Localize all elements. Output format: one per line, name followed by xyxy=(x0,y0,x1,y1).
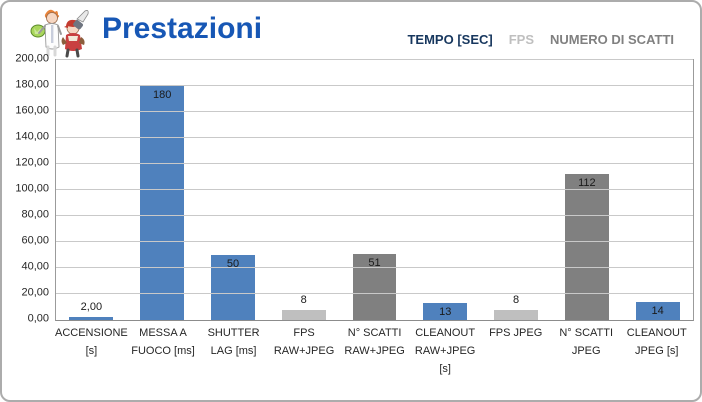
bar xyxy=(564,174,609,320)
gridline xyxy=(56,293,693,294)
gridline xyxy=(56,137,693,138)
y-axis-tick-label: 140,00 xyxy=(15,130,49,143)
legend-item: TEMPO [SEC] xyxy=(407,32,493,47)
bar-slot: 50 xyxy=(198,60,269,320)
y-axis-tick-label: 120,00 xyxy=(15,156,49,169)
y-axis-tick-label: 60,00 xyxy=(21,234,49,247)
bar-slot: 13 xyxy=(410,60,481,320)
y-axis-tick-label: 180,00 xyxy=(15,78,49,91)
bar-slot: 8 xyxy=(481,60,552,320)
bar-slot: 14 xyxy=(622,60,693,320)
gridline xyxy=(56,163,693,164)
gridline xyxy=(56,241,693,242)
gridline xyxy=(56,189,693,190)
gridline xyxy=(56,59,693,60)
gridline xyxy=(56,85,693,86)
y-axis-tick-label: 0,00 xyxy=(27,312,49,325)
bar-data-label: 51 xyxy=(368,256,381,269)
y-axis-tick-label: 20,00 xyxy=(21,286,49,299)
bar-data-label: 8 xyxy=(513,293,520,306)
bar-data-label: 180 xyxy=(152,89,172,101)
bar xyxy=(494,309,538,320)
bar-slot: 51 xyxy=(339,60,410,320)
bar-slots: 2,00 180 50 8 51 13 8 112 14 xyxy=(56,60,693,320)
y-axis-tick-label: 200,00 xyxy=(15,52,49,65)
x-axis-category-label: N° SCATTI RAW+JPEG xyxy=(344,327,405,357)
y-axis-tick-label: 40,00 xyxy=(21,260,49,273)
gridline xyxy=(56,267,693,268)
bar xyxy=(140,86,185,320)
plot-area: 2,00 180 50 8 51 13 8 112 14 xyxy=(55,59,694,321)
gridline xyxy=(56,215,693,216)
bar-slot: 112 xyxy=(551,60,622,320)
x-axis-category-label: MESSA A FUOCO [ms] xyxy=(131,327,195,357)
y-axis-tick-label: 100,00 xyxy=(15,182,49,195)
bar-data-label: 8 xyxy=(300,293,307,306)
bar-data-label: 2,00 xyxy=(80,301,103,314)
bar-data-label: 50 xyxy=(226,258,240,270)
bar xyxy=(352,253,397,320)
x-axis-category-label: FPS RAW+JPEG xyxy=(273,327,335,357)
gridline xyxy=(56,111,693,112)
mascot-logo-icon xyxy=(30,9,89,58)
bar-slot: 2,00 xyxy=(56,60,127,320)
legend-item: FPS xyxy=(508,32,535,47)
chart-title: Prestazioni xyxy=(102,12,263,45)
x-axis-category-label: ACCENSIONE [s] xyxy=(55,327,128,357)
bar-slot: 180 xyxy=(127,60,198,320)
bar xyxy=(211,255,255,320)
bar-data-label: 112 xyxy=(578,177,596,190)
x-axis-category-label: CLEANOUT RAW+JPEG [s] xyxy=(414,327,476,375)
chart-legend: TEMPO [SEC] FPS NUMERO DI SCATTI xyxy=(407,32,674,47)
bar xyxy=(635,301,680,320)
bar-slot: 8 xyxy=(268,60,339,320)
x-axis-category-label: N° SCATTI JPEG xyxy=(559,327,614,357)
x-axis: ACCENSIONE [s] MESSA A FUOCO [ms] SHUTTER LAG… xyxy=(55,324,692,378)
bar xyxy=(69,317,114,320)
y-axis: 0,00 20,00 40,00 60,00 80,00 100,00 120,00 140,… xyxy=(2,53,49,324)
bar-data-label: 13 xyxy=(439,306,452,319)
x-axis-category-label: CLEANOUT JPEG [s] xyxy=(626,327,687,357)
bar xyxy=(281,309,326,320)
bar-data-label: 14 xyxy=(651,304,664,317)
bar xyxy=(423,303,468,320)
x-axis-category-label: SHUTTER LAG [ms] xyxy=(207,327,260,357)
legend-item: NUMERO DI SCATTI xyxy=(550,32,674,47)
y-axis-tick-label: 160,00 xyxy=(15,104,49,117)
x-axis-category-label: FPS JPEG xyxy=(489,327,543,339)
y-axis-tick-label: 80,00 xyxy=(21,208,49,221)
